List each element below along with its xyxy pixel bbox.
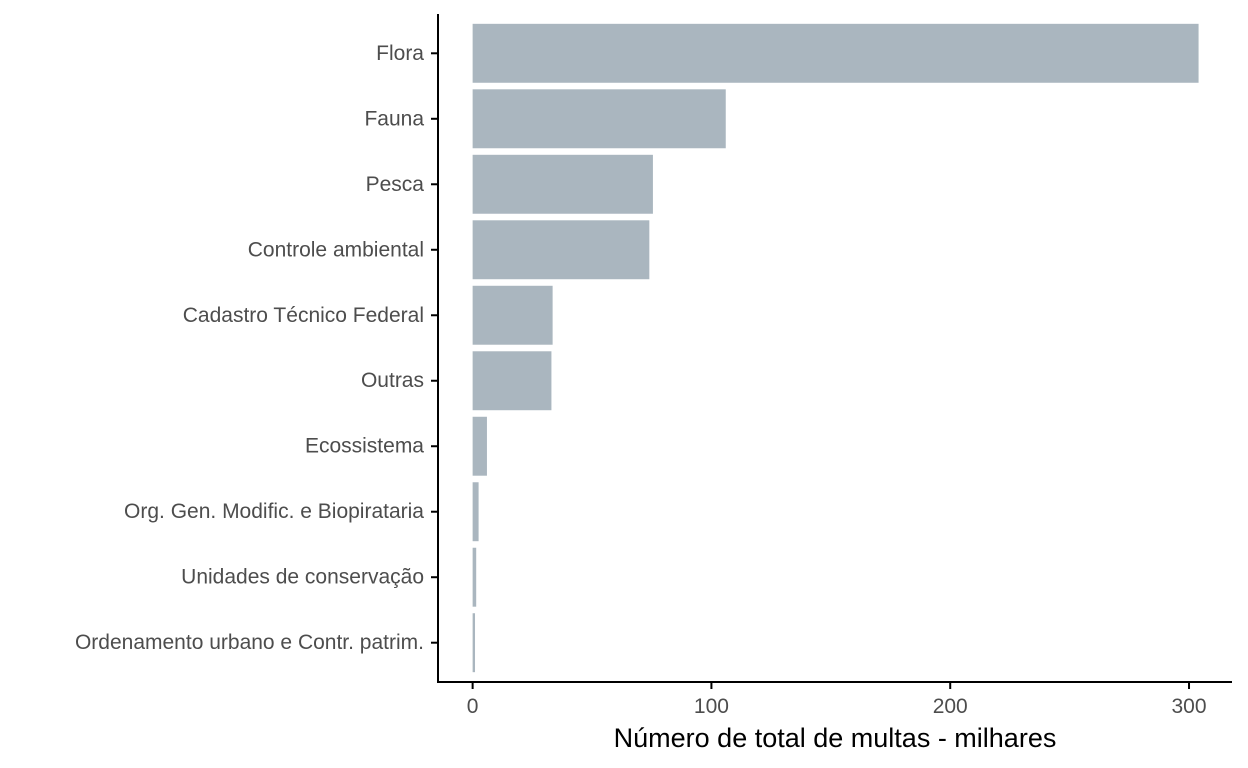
y-tick-label: Ordenamento urbano e Contr. patrim. [75, 631, 424, 654]
y-tick-label: Cadastro Técnico Federal [183, 304, 424, 327]
x-tick-label: 0 [467, 695, 479, 718]
y-tick-label: Org. Gen. Modific. e Biopirataria [124, 500, 424, 523]
y-tick-label: Unidades de conservação [181, 566, 424, 589]
bar-0 [472, 23, 1199, 83]
bars-layer [472, 23, 1199, 673]
y-tick-label: Outras [361, 369, 424, 392]
x-ticks-layer: 0 100 200 300 [467, 682, 1207, 718]
bar-9 [472, 613, 476, 673]
bar-4 [472, 285, 553, 345]
axes-layer [437, 14, 1232, 683]
bar-1 [472, 89, 726, 149]
x-tick-label: 200 [933, 695, 968, 718]
x-tick-label: 300 [1171, 695, 1206, 718]
y-tick-label: Ecossistema [305, 435, 424, 458]
x-axis-title: Número de total de multas - milhares [614, 723, 1057, 753]
y-tick-label: Flora [376, 42, 424, 65]
y-tick-label: Controle ambiental [248, 238, 424, 261]
bar-7 [472, 482, 479, 542]
bar-5 [472, 351, 552, 411]
x-tick-label: 100 [694, 695, 729, 718]
bar-6 [472, 416, 487, 476]
bar-2 [472, 154, 653, 214]
y-tick-label: Pesca [366, 173, 425, 196]
y-tick-label: Fauna [364, 107, 424, 130]
y-ticks-layer: Flora Fauna Pesca Controle ambiental Cadastr… [75, 42, 438, 654]
bar-3 [472, 220, 650, 280]
bar-8 [472, 547, 477, 607]
